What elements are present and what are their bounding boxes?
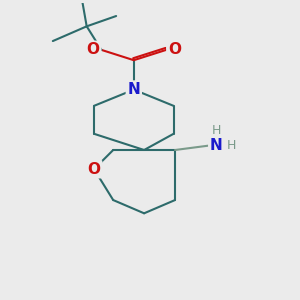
Text: H: H <box>212 124 221 137</box>
Text: N: N <box>128 82 140 97</box>
Text: O: O <box>88 162 100 177</box>
Text: O: O <box>168 42 181 57</box>
Text: O: O <box>87 42 100 57</box>
Text: N: N <box>210 138 223 153</box>
Text: H: H <box>226 139 236 152</box>
